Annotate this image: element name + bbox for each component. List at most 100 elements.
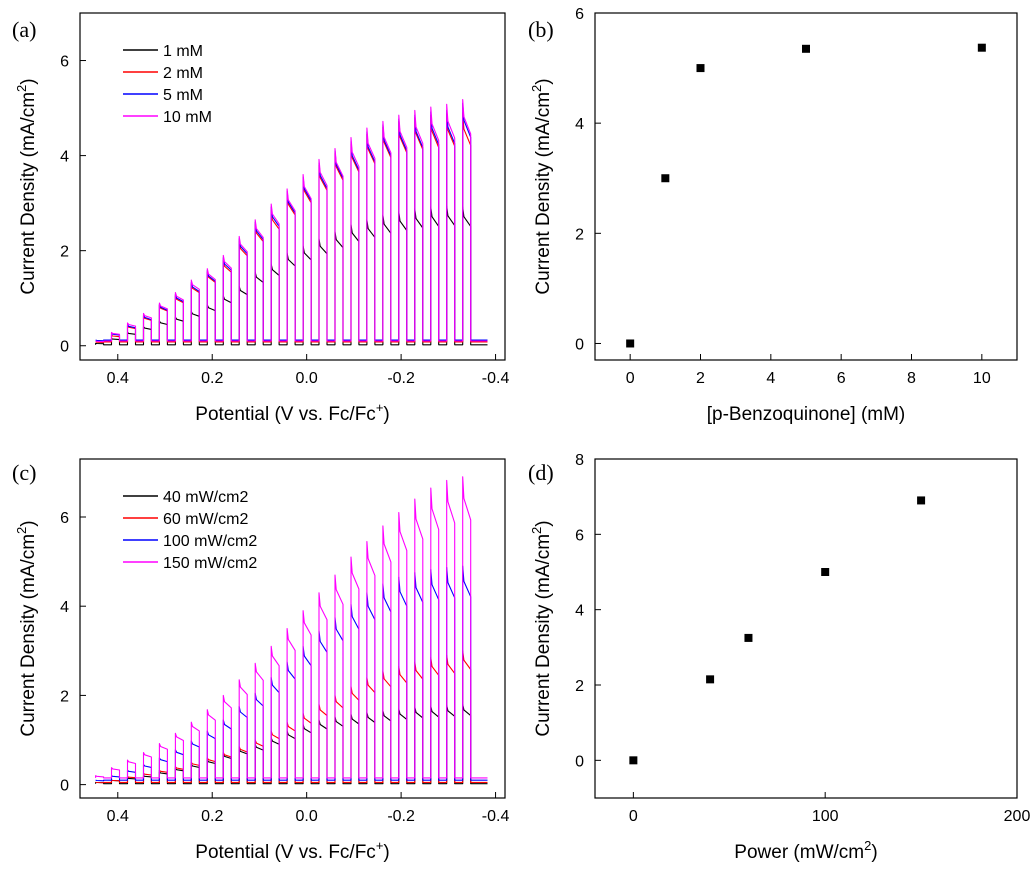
x-tick-label: 0.4 (107, 808, 129, 825)
y-tick-label: 0 (575, 753, 584, 770)
x-axis-title-text: Potential (V vs. Fc/Fc (195, 404, 376, 425)
y-tick-label: 0 (60, 339, 69, 356)
x-axis-title-sup: + (376, 838, 384, 853)
y-axis-title: Current Density (mA/cm2) (14, 78, 39, 294)
y-axis-title-sup: 2 (14, 85, 29, 92)
y-tick-label: 0 (60, 778, 69, 795)
y-tick-label: 0 (575, 336, 584, 353)
y-axis-title-text: Current Density (mA/cm (18, 534, 39, 737)
y-tick-label: 4 (575, 603, 584, 620)
x-tick-label: 8 (907, 370, 916, 387)
x-tick-label: 0 (629, 808, 638, 825)
data-point (661, 174, 670, 183)
series-line (95, 565, 488, 782)
y-axis-title-sup: 2 (529, 527, 544, 534)
x-tick-label: 0 (626, 370, 635, 387)
legend-label: 5 mM (163, 87, 203, 104)
x-tick-label: 100 (812, 808, 839, 825)
panel-c: (c) 0.4 0.2 0.0 -0.2 -0.4 0 2 4 6 Potential (V vs.… (12, 458, 510, 863)
y-tick-label: 2 (60, 244, 69, 261)
x-tick-label: -0.2 (387, 370, 415, 387)
y-axis-title-end: ) (18, 520, 39, 526)
y-axis-title: Current Density (mA/cm2) (529, 520, 554, 736)
data-point (744, 633, 753, 642)
y-axis-title-end: ) (533, 520, 554, 526)
x-axis-title-text: Potential (V vs. Fc/Fc (195, 842, 376, 863)
data-point (802, 44, 810, 53)
x-tick-label: 0.0 (296, 370, 318, 387)
x-axis-title-text: Power (mW/cm (734, 842, 864, 863)
y-tick-label: 8 (575, 452, 584, 469)
y-axis-title-text: Current Density (mA/cm (533, 92, 554, 295)
data-point (696, 64, 705, 73)
y-tick-label: 4 (60, 599, 69, 616)
x-axis-title-sup: + (376, 400, 384, 415)
x-tick-label: 2 (696, 370, 705, 387)
y-tick-label: 6 (60, 54, 69, 71)
y-tick-label: 4 (575, 116, 584, 133)
y-axis-title-end: ) (18, 78, 39, 84)
legend-label: 60 mW/cm2 (163, 511, 248, 528)
x-tick-label: 200 (1004, 808, 1031, 825)
legend-label: 100 mW/cm2 (163, 533, 257, 550)
series-line (95, 703, 488, 785)
series-line (95, 98, 488, 343)
plot-frame (79, 458, 506, 799)
data-point (626, 339, 635, 348)
legend-label: 150 mW/cm2 (163, 555, 257, 572)
data-point (917, 496, 926, 505)
data-point (706, 675, 715, 684)
plot-frame (594, 458, 1018, 799)
x-axis-title: Potential (V vs. Fc/Fc+) (195, 838, 389, 863)
legend-label: 10 mM (163, 109, 212, 126)
y-tick-label: 2 (575, 678, 584, 695)
legend-label: 1 mM (163, 43, 203, 60)
x-axis-title-end: ) (871, 842, 877, 863)
x-tick-label: 0.2 (201, 808, 223, 825)
y-tick-label: 6 (60, 510, 69, 527)
panel-letter: (d) (528, 460, 554, 485)
y-tick-label: 2 (60, 688, 69, 705)
plot-frame (594, 12, 1018, 361)
panel-letter: (b) (528, 17, 554, 42)
x-tick-label: 10 (973, 370, 991, 387)
panel-a: (a) 0.4 0.2 0.0 -0.2 -0.4 0 2 4 6 Potential (V vs.… (12, 12, 510, 425)
series-line (95, 205, 488, 346)
x-tick-label: 0.0 (296, 808, 318, 825)
y-axis-title: Current Density (mA/cm2) (529, 78, 554, 294)
y-axis-title-text: Current Density (mA/cm (18, 92, 39, 295)
x-tick-label: -0.4 (482, 808, 510, 825)
series-line (95, 112, 488, 344)
data-point (821, 568, 830, 576)
y-tick-label: 6 (575, 6, 584, 23)
legend-label: 2 mM (163, 65, 203, 82)
x-tick-label: 6 (837, 370, 846, 387)
x-axis-title: Power (mW/cm2) (734, 838, 877, 863)
y-tick-label: 6 (575, 527, 584, 544)
plot-frame (79, 12, 506, 361)
y-axis-title-end: ) (533, 78, 554, 84)
series-line (95, 476, 488, 779)
y-tick-label: 4 (60, 149, 69, 166)
x-tick-label: -0.4 (482, 370, 510, 387)
x-axis-title-sup: 2 (864, 838, 871, 853)
x-tick-label: 4 (766, 370, 775, 387)
x-tick-label: 0.2 (201, 370, 223, 387)
data-point (977, 43, 986, 52)
legend-label: 40 mW/cm2 (163, 489, 248, 506)
x-axis-title: [p-Benzoquinone] (mM) (707, 404, 906, 425)
x-axis-title-text: [p-Benzoquinone] (mM) (707, 404, 906, 425)
y-axis-title-sup: 2 (529, 85, 544, 92)
y-axis-title: Current Density (mA/cm2) (14, 520, 39, 736)
y-axis-title-text: Current Density (mA/cm (533, 534, 554, 737)
x-axis-title-end: ) (383, 842, 389, 863)
panel-letter: (c) (12, 460, 36, 485)
panel-letter: (a) (12, 17, 36, 42)
y-axis-title-sup: 2 (14, 527, 29, 534)
y-tick-label: 2 (575, 226, 584, 243)
series-line (95, 102, 488, 342)
panel-b: (b) 0 2 4 6 8 10 0 2 4 6 [p-Benzoquinone] (mM) Curre… (528, 6, 1018, 425)
x-tick-label: 0.4 (107, 370, 129, 387)
